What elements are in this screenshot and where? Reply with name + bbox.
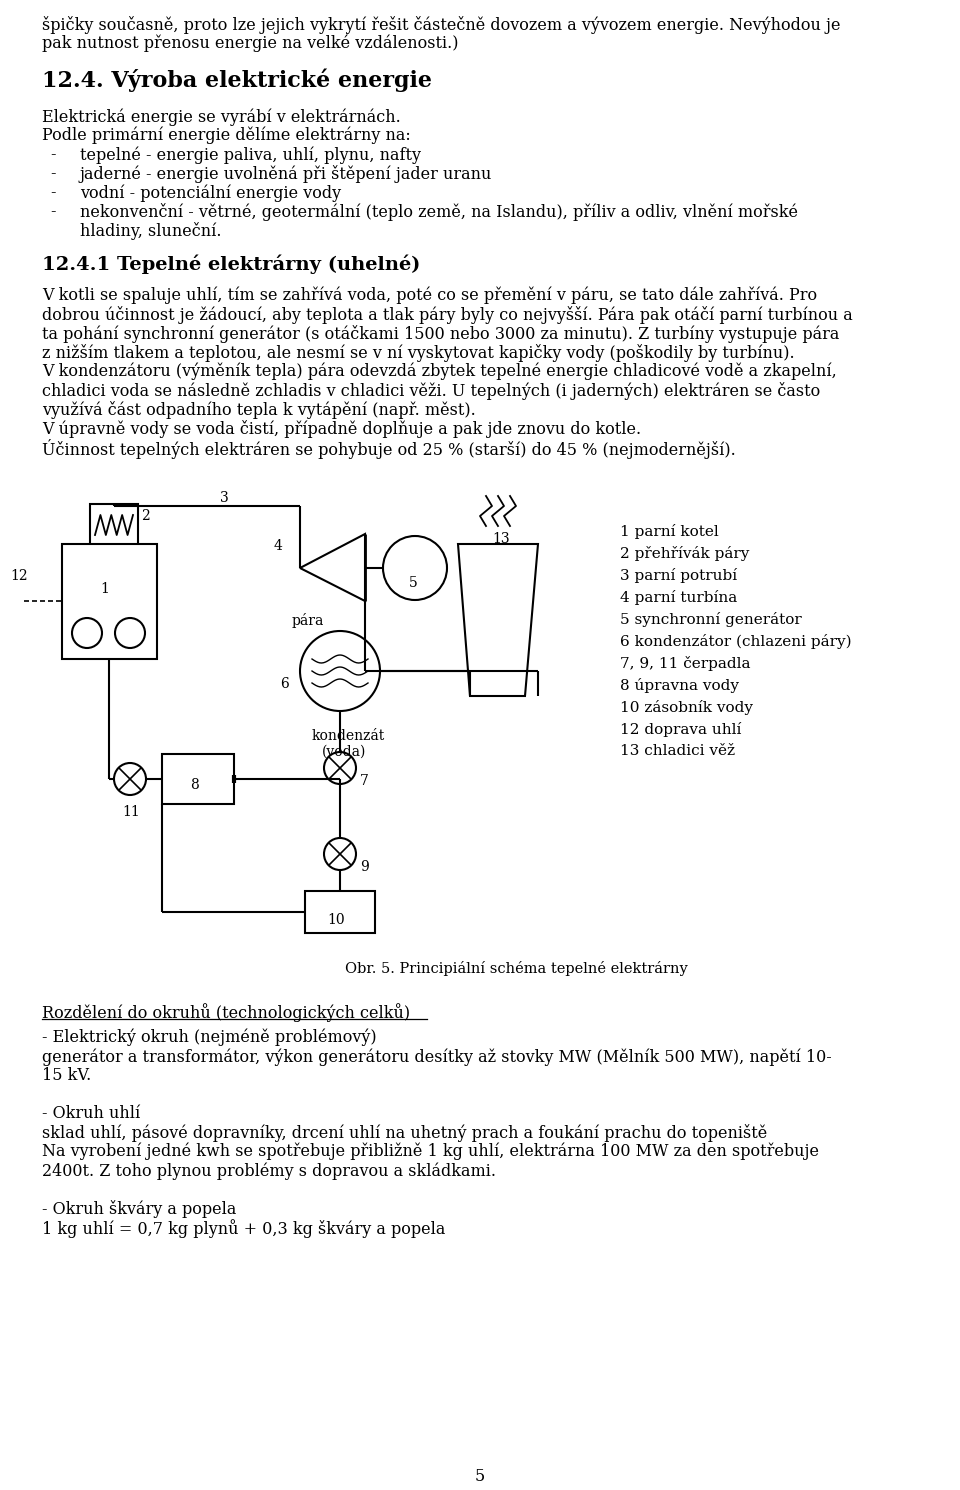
Text: jaderné - energie uvolněná při štěpení jader uranu: jaderné - energie uvolněná při štěpení j… <box>80 165 492 183</box>
Text: pára: pára <box>292 612 324 627</box>
Text: 8: 8 <box>190 778 199 793</box>
Circle shape <box>115 618 145 648</box>
Text: dobrou účinnost je žádoucí, aby teplota a tlak páry byly co nejvyšší. Pára pak o: dobrou účinnost je žádoucí, aby teplota … <box>42 305 852 323</box>
Text: 2 přehřívák páry: 2 přehřívák páry <box>620 545 750 562</box>
Text: 11: 11 <box>122 805 140 820</box>
Text: 8 úpravna vody: 8 úpravna vody <box>620 678 739 693</box>
Text: 1 parní kotel: 1 parní kotel <box>620 524 719 539</box>
Bar <box>62 544 157 659</box>
Circle shape <box>114 763 146 796</box>
Text: (voda): (voda) <box>322 745 367 758</box>
Text: 3: 3 <box>220 492 228 505</box>
Text: 12: 12 <box>10 569 28 583</box>
Text: - Okruh uhlí: - Okruh uhlí <box>42 1106 140 1122</box>
Text: 6 kondenzátor (chlazeni páry): 6 kondenzátor (chlazeni páry) <box>620 635 852 650</box>
Text: 4: 4 <box>274 539 283 553</box>
Text: 2: 2 <box>141 510 150 523</box>
Circle shape <box>324 752 356 784</box>
Polygon shape <box>458 544 538 696</box>
Text: pak nutnost přenosu energie na velké vzdálenosti.): pak nutnost přenosu energie na velké vzd… <box>42 34 459 52</box>
Circle shape <box>383 536 447 600</box>
Text: 1 kg uhlí = 0,7 kg plynů + 0,3 kg škváry a popela: 1 kg uhlí = 0,7 kg plynů + 0,3 kg škváry… <box>42 1219 445 1238</box>
Text: generátor a transformátor, výkon generátoru desítky až stovky MW (Mělník 500 MW): generátor a transformátor, výkon generát… <box>42 1047 831 1065</box>
Bar <box>162 754 234 805</box>
Text: 5: 5 <box>409 577 418 590</box>
Text: využívá část odpadního tepla k vytápění (např. měst).: využívá část odpadního tepla k vytápění … <box>42 401 476 419</box>
Text: Obr. 5. Principiální schéma tepelné elektrárny: Obr. 5. Principiální schéma tepelné elek… <box>345 961 687 976</box>
Text: Rozdělení do okruhů (technologických celků): Rozdělení do okruhů (technologických cel… <box>42 1003 410 1022</box>
Circle shape <box>324 837 356 870</box>
Text: -: - <box>50 165 56 182</box>
Text: 5 synchronní generátor: 5 synchronní generátor <box>620 612 802 627</box>
Text: 13 chladici věž: 13 chladici věž <box>620 744 735 758</box>
Text: chladici voda se následně zchladis v chladici věži. U tepelných (i jaderných) el: chladici voda se následně zchladis v chl… <box>42 381 820 399</box>
Text: hladiny, sluneční.: hladiny, sluneční. <box>80 222 222 240</box>
Circle shape <box>300 630 380 711</box>
Circle shape <box>72 618 102 648</box>
Text: 10 zásobník vody: 10 zásobník vody <box>620 700 753 715</box>
Text: 2400t. Z toho plynou problémy s dopravou a skládkami.: 2400t. Z toho plynou problémy s dopravou… <box>42 1162 496 1180</box>
Text: -: - <box>50 203 56 221</box>
Polygon shape <box>300 533 365 600</box>
Text: vodní - potenciální energie vody: vodní - potenciální energie vody <box>80 183 341 201</box>
Text: 12.4.1 Tepelné elektrárny (uhelné): 12.4.1 Tepelné elektrárny (uhelné) <box>42 255 420 274</box>
Text: 5: 5 <box>475 1468 485 1486</box>
Text: z nižším tlakem a teplotou, ale nesmí se v ní vyskytovat kapičky vody (poškodily: z nižším tlakem a teplotou, ale nesmí se… <box>42 344 795 362</box>
Text: 7, 9, 11 čerpadla: 7, 9, 11 čerpadla <box>620 656 751 670</box>
Text: ta pohání synchronní generátor (s otáčkami 1500 nebo 3000 za minutu). Z turbíny : ta pohání synchronní generátor (s otáčka… <box>42 325 839 343</box>
Text: kondenzát: kondenzát <box>312 729 385 744</box>
Text: V úpravně vody se voda čistí, případně doplňuje a pak jde znovu do kotle.: V úpravně vody se voda čistí, případně d… <box>42 420 641 438</box>
Text: špičky současně, proto lze jejich vykrytí řešit částečně dovozem a vývozem energ: špičky současně, proto lze jejich vykryt… <box>42 16 841 34</box>
Bar <box>305 891 375 933</box>
Text: -: - <box>50 183 56 201</box>
Text: Elektrická energie se vyrábí v elektrárnách.: Elektrická energie se vyrábí v elektrárn… <box>42 107 400 125</box>
Text: 6: 6 <box>280 676 289 691</box>
Bar <box>90 504 138 545</box>
Text: 10: 10 <box>327 913 345 927</box>
Text: 12.4. Výroba elektrické energie: 12.4. Výroba elektrické energie <box>42 69 432 91</box>
Text: - Elektrický okruh (nejméně problémový): - Elektrický okruh (nejméně problémový) <box>42 1030 376 1046</box>
Text: 12 doprava uhlí: 12 doprava uhlí <box>620 723 741 738</box>
Text: 13: 13 <box>492 532 510 545</box>
Text: 3 parní potrubí: 3 parní potrubí <box>620 568 737 583</box>
Text: 1: 1 <box>100 583 108 596</box>
Text: tepelné - energie paliva, uhlí, plynu, nafty: tepelné - energie paliva, uhlí, plynu, n… <box>80 146 421 164</box>
Text: sklad uhlí, pásové dopravníky, drcení uhlí na uhetný prach a foukání prachu do t: sklad uhlí, pásové dopravníky, drcení uh… <box>42 1123 767 1141</box>
Text: V kondenzátoru (výměník tepla) pára odevzdá zbytek tepelné energie chladicové vo: V kondenzátoru (výměník tepla) pára odev… <box>42 364 837 380</box>
Text: Účinnost tepelných elektráren se pohybuje od 25 % (starší) do 45 % (nejmodernějš: Účinnost tepelných elektráren se pohybuj… <box>42 440 735 459</box>
Text: nekonvenční - větrné, geotermální (teplo země, na Islandu), příliv a odliv, vlně: nekonvenční - větrné, geotermální (teplo… <box>80 203 798 221</box>
Text: 7: 7 <box>360 773 369 788</box>
Text: 15 kV.: 15 kV. <box>42 1067 91 1085</box>
Text: 4 parní turbína: 4 parní turbína <box>620 590 737 605</box>
Text: - Okruh škváry a popela: - Okruh škváry a popela <box>42 1199 236 1217</box>
Text: 9: 9 <box>360 860 369 875</box>
Text: V kotli se spaluje uhlí, tím se zahřívá voda, poté co se přemění v páru, se tato: V kotli se spaluje uhlí, tím se zahřívá … <box>42 288 817 304</box>
Text: -: - <box>50 146 56 162</box>
Text: Na vyrobení jedné kwh se spotřebuje přibližně 1 kg uhlí, elektrárna 100 MW za de: Na vyrobení jedné kwh se spotřebuje přib… <box>42 1143 819 1161</box>
Text: Podle primární energie dělíme elektrárny na:: Podle primární energie dělíme elektrárny… <box>42 127 411 145</box>
